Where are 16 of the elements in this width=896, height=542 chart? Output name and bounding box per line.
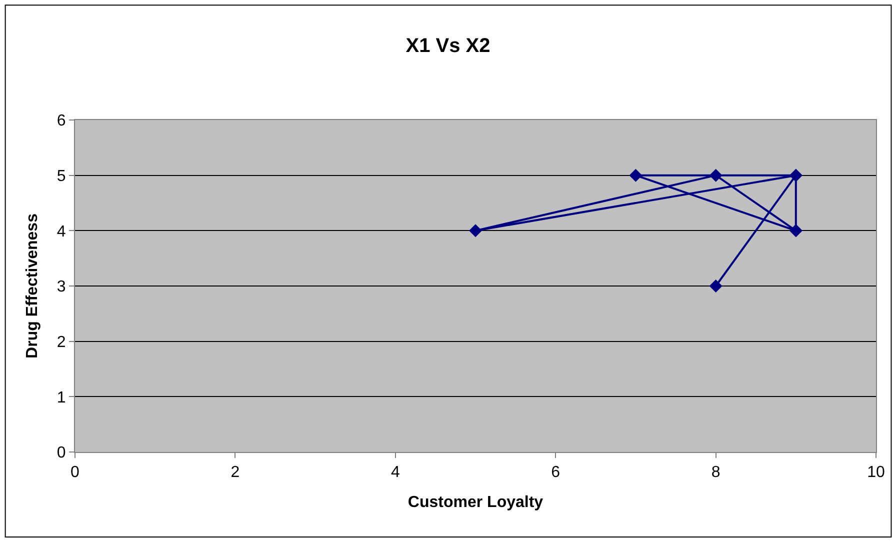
x-tick-label: 8	[711, 464, 720, 482]
x-tick-label: 10	[867, 464, 885, 482]
x-tick-label: 4	[390, 464, 400, 482]
chart-title: X1 Vs X2	[406, 34, 490, 57]
y-tick-label: 1	[56, 389, 66, 406]
x-tick-label: 6	[551, 464, 560, 482]
x-tick-label: 2	[230, 464, 240, 482]
y-tick-label: 0	[56, 444, 66, 462]
y-axis-title: Drug Effectiveness	[24, 213, 41, 358]
x-tick-label: 0	[70, 464, 80, 482]
y-tick-label: 6	[56, 112, 66, 130]
y-tick-label: 2	[56, 334, 66, 351]
x-axis-title: Customer Loyalty	[408, 494, 544, 511]
y-tick-label: 3	[56, 278, 66, 296]
y-tick-label: 5	[56, 168, 66, 185]
y-tick-label: 4	[56, 223, 66, 240]
